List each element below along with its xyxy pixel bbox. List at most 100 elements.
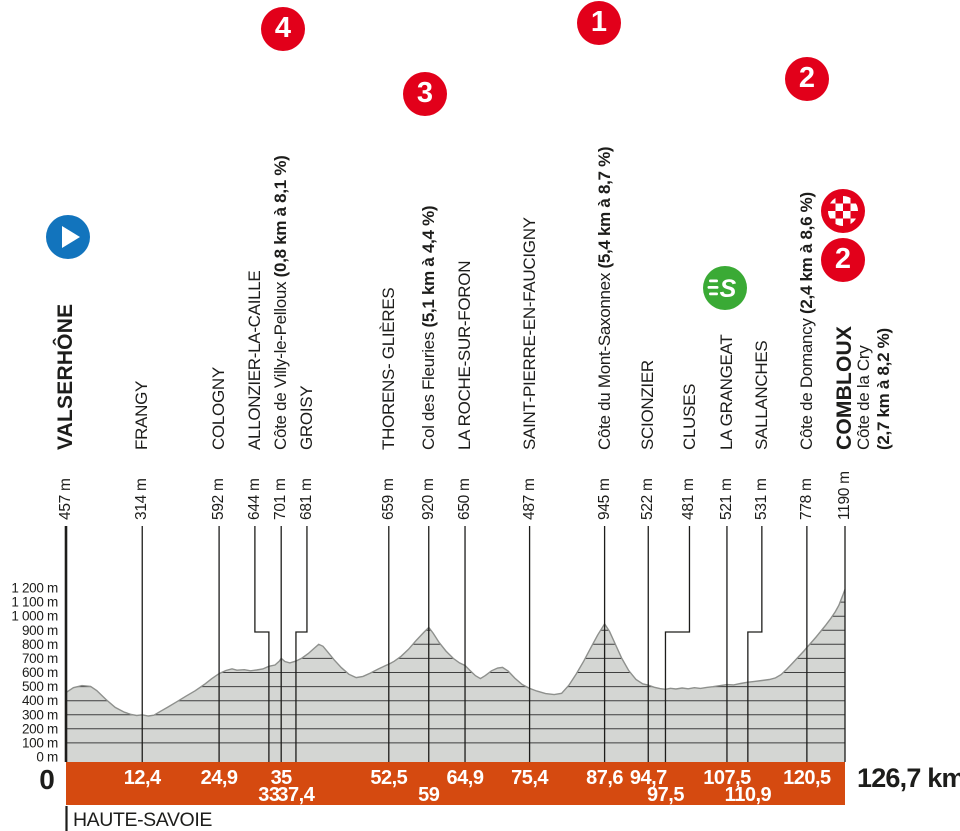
km-marker-label: 75,4 xyxy=(511,767,549,789)
label-text-run: Col des Fleuries xyxy=(418,331,438,450)
label-text-run: (5,1 km à 4,4 %) xyxy=(418,205,438,332)
category-2-badge: 2 xyxy=(821,238,865,282)
elevation-label: 531 m xyxy=(752,478,770,520)
elevation-profile-area xyxy=(66,589,845,762)
elevation-tick-label: 1 000 m xyxy=(11,609,58,624)
svg-text:S: S xyxy=(720,275,737,303)
elevation-label: 945 m xyxy=(595,478,613,520)
category-number: 2 xyxy=(834,242,852,275)
category-number: 1 xyxy=(590,5,608,38)
label-text-run: (0,8 km à 8,1 %) xyxy=(271,155,291,282)
elevation-tick-label: 1 100 m xyxy=(11,595,58,610)
location-label: COMBLOUX xyxy=(833,325,857,450)
category-number: 4 xyxy=(274,11,292,44)
elevation-tick-label: 800 m xyxy=(22,637,58,652)
elevation-label: 778 m xyxy=(797,478,815,520)
elevation-label: 701 m xyxy=(272,478,290,520)
location-label: SAINT-PIERRE-EN-FAUCIGNY xyxy=(519,217,539,450)
km-marker-label: 94,7 xyxy=(630,767,667,789)
total-distance-label: 126,7 km xyxy=(857,763,960,793)
location-label: GROISY xyxy=(297,385,317,450)
finish-icon xyxy=(821,189,865,233)
sprint-icon: S xyxy=(703,266,747,310)
elevation-label: 681 m xyxy=(297,478,315,520)
checkered-flag-icon xyxy=(821,189,865,233)
label-text-run: (2,7 km à 8,2 %) xyxy=(874,328,894,450)
distance-band xyxy=(66,762,845,805)
km-marker-label: 37,4 xyxy=(277,784,315,806)
label-text-run: GROISY xyxy=(297,385,317,450)
category-number: 3 xyxy=(416,76,434,109)
label-text-run: ALLONZIER-LA-CAILLE xyxy=(245,270,265,450)
elevation-label: 457 m xyxy=(57,478,74,520)
elevation-label: 314 m xyxy=(133,478,151,520)
elevation-tick-label: 300 m xyxy=(22,707,58,722)
elevation-tick-label: 1 200 m xyxy=(11,581,58,596)
km-marker-label: 59 xyxy=(418,784,440,806)
start-icon xyxy=(46,215,90,259)
elevation-label: 650 m xyxy=(456,478,474,520)
km-marker-label: 107,5 xyxy=(703,767,751,789)
play-triangle-icon xyxy=(46,215,90,259)
km-leader-line xyxy=(254,526,270,762)
location-label: LA GRANGEAT xyxy=(717,334,737,450)
elevation-tick-label: 200 m xyxy=(22,721,58,736)
label-text-run: CLUSES xyxy=(679,383,699,450)
km-marker-label: 120,5 xyxy=(783,767,831,789)
label-text-run: LA ROCHE-SUR-FORON xyxy=(455,260,475,450)
location-label: FRANGY xyxy=(132,381,151,450)
label-text-run: Côte du Mont-Saxonnex xyxy=(594,272,614,450)
km-marker-label: 35 xyxy=(271,767,293,789)
category-3-badge: 3 xyxy=(403,72,447,116)
climb-label: Côte de Villy-le-Pelloux (0,8 km à 8,1 %… xyxy=(271,155,291,451)
location-label: Côte de la Cry xyxy=(854,346,873,450)
region-label: HAUTE-SAVOIE xyxy=(73,809,212,831)
label-text-run: SAINT-PIERRE-EN-FAUCIGNY xyxy=(519,217,539,450)
elevation-tick-label: 400 m xyxy=(22,693,58,708)
label-text-run: COLOGNY xyxy=(209,367,229,450)
elevation-label: 522 m xyxy=(639,478,657,520)
elevation-label: 487 m xyxy=(520,478,538,520)
category-number: 2 xyxy=(798,61,816,94)
origin-km-label: 0 xyxy=(39,764,55,795)
km-marker-label: 24,9 xyxy=(201,767,238,789)
elevation-tick-label: 900 m xyxy=(22,623,58,638)
location-label: LA ROCHE-SUR-FORON xyxy=(455,260,475,450)
elevation-label: 644 m xyxy=(245,478,263,520)
elevation-tick-label: 500 m xyxy=(22,679,58,694)
elevation-label: 920 m xyxy=(419,478,437,520)
location-label: THORENS- GLIÈRES xyxy=(379,288,398,450)
elevation-label: 659 m xyxy=(379,478,397,520)
location-label: CLUSES xyxy=(679,383,699,450)
label-text-run: LA GRANGEAT xyxy=(717,334,737,450)
sprint-s-icon: S xyxy=(703,266,747,310)
km-leader-line xyxy=(664,526,691,762)
climb-label: Côte du Mont-Saxonnex (5,4 km à 8,7 %) xyxy=(594,147,614,450)
location-label: COLOGNY xyxy=(209,367,229,450)
location-label: SCIONZIER xyxy=(638,360,658,450)
km-marker-label: 87,6 xyxy=(586,767,623,789)
label-text-run: Côte de Domancy xyxy=(797,318,817,450)
elevation-label: 481 m xyxy=(680,478,698,520)
climb-label: Col des Fleuries (5,1 km à 4,4 %) xyxy=(418,205,438,450)
category-4-badge: 4 xyxy=(261,7,305,51)
location-label: SALLANCHES xyxy=(752,341,771,450)
km-marker-label: 12,4 xyxy=(124,767,162,789)
location-label: (2,7 km à 8,2 %) xyxy=(874,328,894,450)
profile-top-edge xyxy=(65,589,846,717)
km-marker-label: 64,9 xyxy=(447,767,484,789)
label-text-run: (2,4 km à 8,6 %) xyxy=(797,192,817,319)
climb-label: Côte de Domancy (2,4 km à 8,6 %) xyxy=(797,192,817,450)
elevation-tick-label: 700 m xyxy=(22,651,58,666)
elevation-label: 1190 m xyxy=(836,471,853,520)
category-1-badge: 1 xyxy=(577,1,621,45)
elevation-label: 521 m xyxy=(717,478,735,520)
elevation-tick-label: 0 m xyxy=(36,750,58,765)
km-leader-line xyxy=(747,526,763,762)
km-leader-line xyxy=(295,526,308,762)
label-text-run: COMBLOUX xyxy=(833,325,857,450)
label-text-run: SCIONZIER xyxy=(638,360,658,450)
elevation-tick-label: 600 m xyxy=(22,665,58,680)
